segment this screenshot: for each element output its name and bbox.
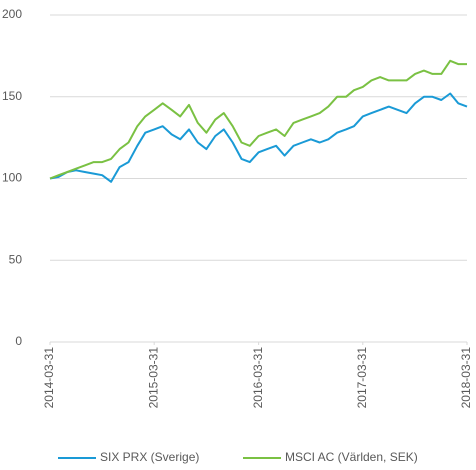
y-tick-label: 50: [9, 252, 23, 266]
x-tick-label: 2015-03-31: [146, 347, 160, 409]
x-tick-label: 2016-03-31: [251, 347, 265, 409]
legend-label: SIX PRX (Sverige): [100, 450, 199, 464]
x-tick-label: 2018-03-31: [459, 347, 473, 409]
y-tick-label: 0: [15, 334, 22, 348]
x-tick-label: 2014-03-31: [42, 347, 56, 409]
series-line: [49, 59, 467, 180]
legend-label: MSCI AC (Världen, SEK): [285, 450, 418, 464]
y-tick-label: 100: [2, 171, 22, 185]
y-tick-label: 150: [2, 89, 22, 103]
y-tick-label: 200: [2, 7, 22, 21]
x-tick-label: 2017-03-31: [355, 347, 369, 409]
series-line: [49, 92, 468, 183]
